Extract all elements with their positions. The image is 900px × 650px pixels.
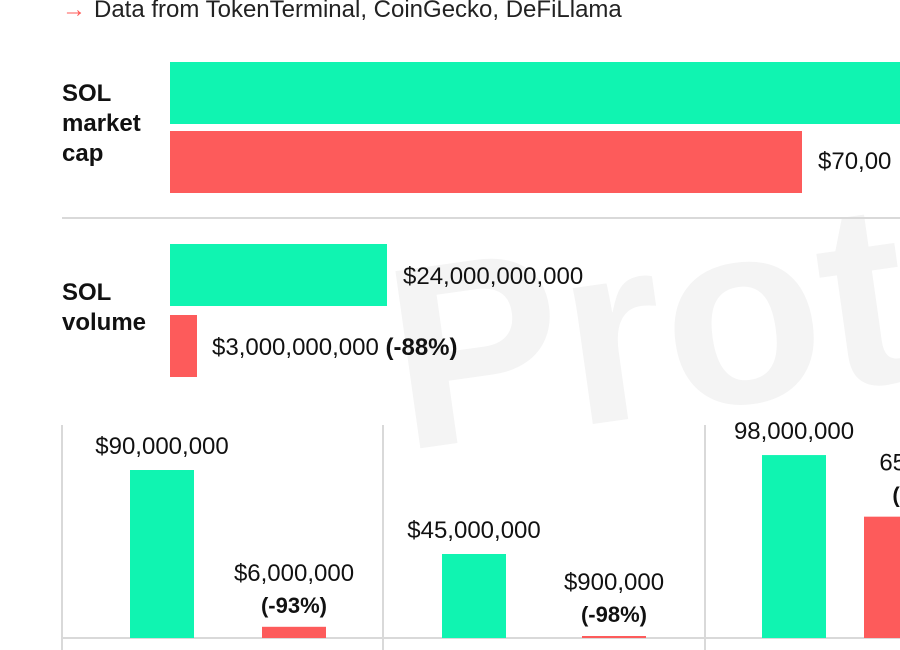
group-divider <box>62 217 900 219</box>
volume-after-change: (-88%) <box>385 334 458 361</box>
change-label-group1: (-93%) <box>261 593 327 618</box>
source-text: Data from TokenTerminal, CoinGecko, DeFi… <box>94 0 622 23</box>
volume-before-bar <box>170 244 387 306</box>
change-label-group3: ( <box>892 483 900 508</box>
bar-group1-after <box>262 626 326 638</box>
bar-group3-after <box>864 516 900 638</box>
bar-group1-before <box>130 470 194 638</box>
market-cap-label: SOL market cap <box>62 80 141 167</box>
volume-before-value: $24,000,000,000 <box>403 263 584 290</box>
change-label-group2: (-98%) <box>581 602 647 627</box>
market-cap-after-bar <box>170 131 802 193</box>
volume-after-bar <box>170 315 198 377</box>
value-label-group3-after: 65, <box>879 450 900 477</box>
data-source-note: → Data from TokenTerminal, CoinGecko, DeF… <box>62 0 622 24</box>
value-label-group2-after: $900,000 <box>564 569 664 596</box>
value-label-group3-before: 98,000,000 <box>734 418 854 445</box>
value-label-group1-before: $90,000,000 <box>95 433 228 460</box>
bar-group3-before <box>762 455 826 638</box>
arrow-right-icon: → <box>62 0 86 23</box>
value-label-group1-after: $6,000,000 <box>234 560 354 587</box>
value-label-group2-before: $45,000,000 <box>407 517 540 544</box>
bar-group2-after <box>582 636 646 638</box>
market-cap-after-value: $70,00 <box>818 148 892 175</box>
bar-group2-before <box>442 554 506 638</box>
market-cap-before-bar <box>170 62 900 124</box>
volume-after-value: $3,000,000,000 (-88%) <box>212 333 458 363</box>
volume-after-amount: $3,000,000,000 <box>212 334 379 361</box>
volume-label: SOL volume <box>62 279 147 336</box>
